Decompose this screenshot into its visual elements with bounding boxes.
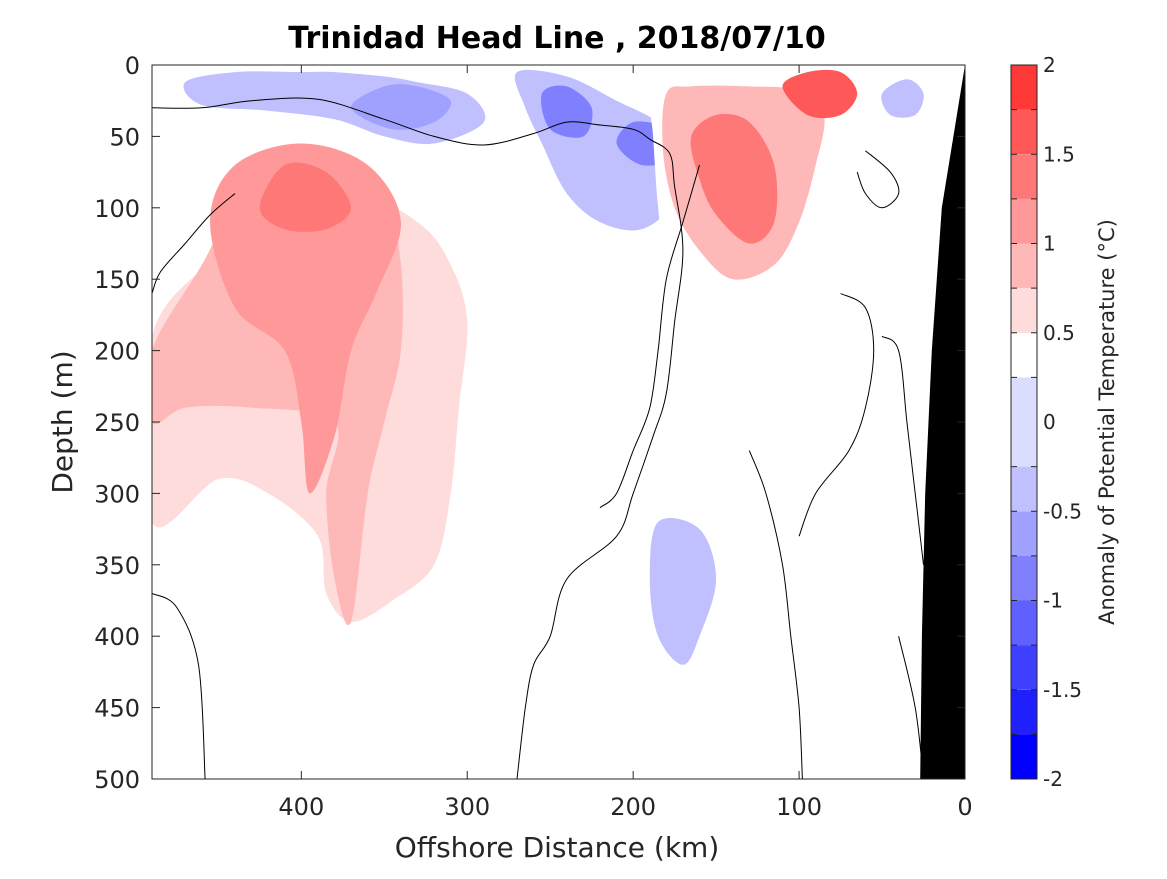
- colorbar-tick-label: -1.5: [1043, 678, 1082, 702]
- colorbar-swatch: [1011, 332, 1037, 378]
- anomaly-region-14: [782, 69, 858, 119]
- colorbar-tick-label: 0.5: [1043, 321, 1075, 345]
- colorbar-tick-label: 2: [1043, 53, 1056, 77]
- colorbar-swatch: [1011, 689, 1037, 735]
- y-tick-label: 150: [94, 266, 140, 294]
- colorbar-tick-label: -2: [1043, 767, 1063, 791]
- zero-contour-3: [599, 164, 700, 509]
- colorbar-swatch: [1011, 466, 1037, 512]
- x-axis-label: Offshore Distance (km): [395, 831, 720, 864]
- colorbar-label: Anomaly of Potential Temperature (°C): [1095, 219, 1119, 625]
- colorbar-tick-label: 1: [1043, 232, 1056, 256]
- zero-contour-layer: [152, 97, 924, 779]
- y-tick-label: 400: [94, 623, 140, 651]
- anomaly-region-8: [541, 85, 593, 138]
- x-tick-label: 0: [957, 793, 972, 821]
- zero-contour-5: [798, 293, 875, 537]
- anomaly-region-16: [168, 617, 269, 753]
- zero-contour-7: [856, 150, 900, 209]
- colorbar-swatch: [1011, 511, 1037, 556]
- colorbar-swatch: [1011, 288, 1037, 333]
- x-tick-label: 100: [776, 793, 822, 821]
- colorbar-swatch: [1011, 109, 1037, 155]
- zero-contour-2: [152, 592, 206, 779]
- contour-fill-layer: [152, 69, 924, 779]
- colorbar-swatch: [1011, 198, 1037, 244]
- anomaly-region-10: [649, 517, 717, 665]
- colorbar: 2 1.5 1 0.5 0 -0.5 -1 -1.5 -2: [1010, 53, 1082, 791]
- y-tick-label: 200: [94, 338, 140, 366]
- chart-title: Trinidad Head Line , 2018/07/10: [288, 21, 825, 56]
- x-tick-label: 300: [444, 793, 490, 821]
- colorbar-swatch: [1011, 65, 1037, 110]
- zero-contour-0: [152, 97, 684, 779]
- y-tick-label: 100: [94, 195, 140, 223]
- x-tick-label: 400: [278, 793, 324, 821]
- zero-contour-6: [881, 335, 924, 565]
- colorbar-tick-label: 1.5: [1043, 142, 1075, 166]
- colorbar-swatch: [1011, 600, 1037, 646]
- colorbar-swatch: [1011, 645, 1037, 690]
- colorbar-swatch: [1011, 734, 1037, 779]
- anomaly-region-3: [210, 143, 401, 494]
- colorbar-tick-label: -0.5: [1043, 499, 1082, 523]
- bathymetry-layer: [920, 65, 965, 779]
- x-axis: 400 300 200 100 0: [278, 65, 973, 821]
- colorbar-swatch: [1011, 154, 1037, 199]
- colorbar-swatch: [1011, 377, 1037, 467]
- x-tick-label: 200: [610, 793, 656, 821]
- colorbar-swatch: [1011, 555, 1037, 601]
- anomaly-region-13: [690, 113, 778, 244]
- y-tick-label: 300: [94, 480, 140, 508]
- anomaly-region-6: [351, 84, 452, 130]
- colorbar-tick-label: 0: [1043, 410, 1056, 434]
- colorbar-swatch: [1011, 243, 1037, 289]
- anomaly-region-4: [259, 162, 352, 232]
- y-axis-label: Depth (m): [46, 350, 79, 493]
- y-axis: 0 50 100 150 200 250 300 350 400 450 500: [94, 52, 965, 794]
- y-tick-label: 250: [94, 409, 140, 437]
- seafloor-bathymetry: [920, 65, 965, 779]
- y-tick-label: 450: [94, 695, 140, 723]
- y-tick-label: 0: [125, 52, 140, 80]
- anomaly-region-15: [881, 79, 924, 118]
- plot-area: [152, 65, 965, 779]
- zero-contour-4: [748, 450, 803, 779]
- y-tick-label: 500: [94, 766, 140, 794]
- colorbar-tick-label: -1: [1043, 589, 1063, 613]
- y-tick-label: 50: [109, 123, 140, 151]
- y-tick-label: 350: [94, 552, 140, 580]
- colorbar-frame: [1010, 64, 1038, 780]
